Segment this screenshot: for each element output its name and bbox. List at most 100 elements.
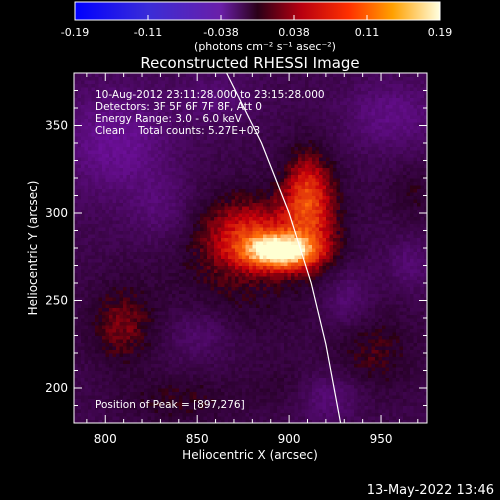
heatmap-cell — [186, 146, 190, 151]
heatmap-cell — [88, 104, 92, 109]
heatmap-cell — [238, 349, 243, 354]
heatmap-cell — [144, 307, 148, 312]
heatmap-cell — [84, 311, 89, 315]
heatmap-cell — [182, 269, 187, 273]
heatmap-cell — [196, 209, 201, 214]
heatmap-cell — [95, 398, 99, 403]
heatmap-cell — [95, 157, 99, 161]
heatmap-cell — [186, 150, 190, 154]
heatmap-cell — [158, 304, 162, 308]
heatmap-cell — [200, 381, 204, 385]
heatmap-cell — [98, 192, 103, 196]
heatmap-cell — [179, 416, 183, 420]
heatmap-cell — [130, 332, 134, 336]
heatmap-cell — [84, 167, 89, 172]
heatmap-cell — [144, 311, 148, 315]
heatmap-cell — [161, 290, 166, 294]
heatmap-cell — [179, 258, 183, 263]
heatmap-cell — [210, 188, 215, 193]
heatmap-cell — [123, 283, 127, 287]
heatmap-cell — [81, 363, 85, 368]
heatmap-cell — [193, 136, 197, 140]
heatmap-cell — [154, 181, 159, 186]
heatmap-cell — [112, 129, 117, 133]
heatmap-cell — [228, 304, 232, 308]
heatmap-cell — [154, 83, 159, 88]
heatmap-cell — [151, 157, 155, 161]
heatmap-cell — [221, 90, 225, 95]
heatmap-cell — [207, 132, 211, 137]
heatmap-cell — [179, 412, 183, 417]
heatmap-cell — [175, 339, 180, 343]
heatmap-cell — [175, 143, 180, 147]
heatmap-cell — [165, 255, 169, 259]
heatmap-cell — [217, 153, 222, 158]
heatmap-cell — [133, 192, 138, 196]
heatmap-cell — [151, 171, 155, 175]
heatmap-cell — [224, 360, 229, 364]
heatmap-cell — [147, 283, 152, 287]
heatmap-cell — [242, 174, 246, 179]
heatmap-cell — [207, 402, 211, 406]
heatmap-cell — [112, 265, 117, 270]
heatmap-cell — [116, 405, 120, 410]
heatmap-cell — [84, 262, 89, 266]
heatmap-cell — [130, 314, 134, 319]
heatmap-cell — [200, 104, 204, 109]
heatmap-cell — [228, 213, 232, 217]
heatmap-cell — [161, 311, 166, 315]
heatmap-cell — [242, 195, 246, 200]
heatmap-cell — [231, 265, 236, 270]
heatmap-cell — [179, 265, 183, 270]
heatmap-cell — [200, 223, 204, 228]
heatmap-cell — [81, 90, 85, 95]
heatmap-cell — [109, 325, 113, 329]
heatmap-cell — [77, 227, 82, 231]
heatmap-cell — [238, 262, 243, 266]
heatmap-cell — [235, 388, 239, 392]
heatmap-cell — [210, 325, 215, 329]
heatmap-cell — [81, 419, 85, 423]
heatmap-cell — [151, 150, 155, 154]
heatmap-cell — [88, 234, 92, 238]
heatmap-cell — [109, 356, 113, 361]
heatmap-cell — [179, 122, 183, 126]
heatmap-cell — [140, 164, 145, 168]
heatmap-cell — [214, 405, 218, 410]
heatmap-cell — [168, 286, 173, 291]
heatmap-cell — [196, 367, 201, 371]
heatmap-cell — [235, 342, 239, 347]
heatmap-cell — [238, 199, 243, 203]
heatmap-cell — [172, 122, 176, 126]
heatmap-cell — [74, 412, 78, 417]
heatmap-cell — [228, 80, 232, 84]
heatmap-cell — [196, 164, 201, 168]
heatmap-cell — [133, 409, 138, 413]
heatmap-cell — [91, 216, 96, 221]
heatmap-cell — [182, 251, 187, 256]
heatmap-cell — [203, 143, 208, 147]
heatmap-cell — [224, 90, 229, 95]
heatmap-cell — [116, 129, 120, 133]
heatmap-cell — [158, 188, 162, 193]
heatmap-cell — [203, 132, 208, 137]
heatmap-cell — [147, 171, 152, 175]
heatmap-cell — [74, 377, 78, 382]
heatmap-cell — [77, 132, 82, 137]
heatmap-cell — [74, 202, 78, 207]
heatmap-cell — [203, 360, 208, 364]
heatmap-cell — [214, 143, 218, 147]
heatmap-cell — [203, 80, 208, 84]
heatmap-cell — [116, 160, 120, 165]
heatmap-cell — [228, 209, 232, 214]
heatmap-cell — [179, 195, 183, 200]
heatmap-cell — [91, 237, 96, 242]
heatmap-cell — [112, 353, 117, 357]
heatmap-cell — [231, 318, 236, 322]
heatmap-cell — [74, 73, 78, 77]
heatmap-cell — [207, 237, 211, 242]
heatmap-cell — [172, 377, 176, 382]
heatmap-cell — [224, 349, 229, 354]
heatmap-cell — [172, 297, 176, 301]
heatmap-cell — [179, 192, 183, 196]
